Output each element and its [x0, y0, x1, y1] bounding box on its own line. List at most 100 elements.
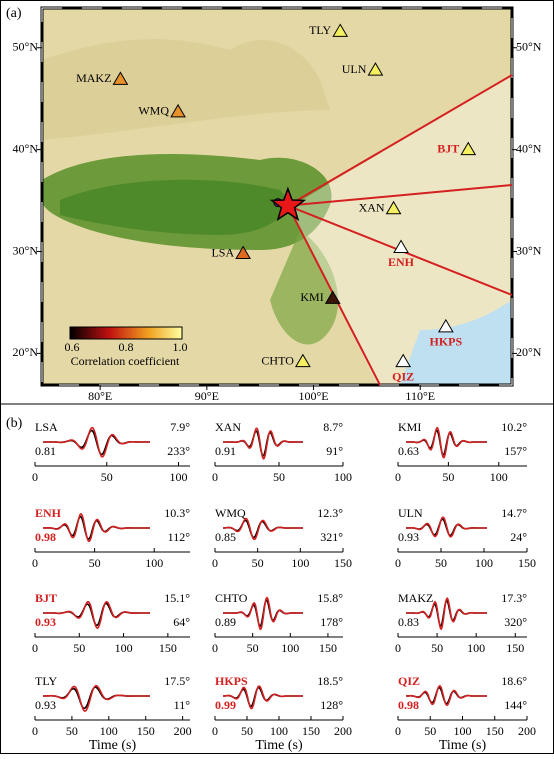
x-tick-label: 100 [334, 470, 352, 484]
colorbar-tick: 0.6 [65, 340, 80, 354]
station-label: HKPS [430, 335, 463, 349]
station-name: XAN [215, 420, 241, 434]
synthetic-waveform [406, 516, 487, 538]
x-tick-label: 200 [174, 724, 192, 738]
station [170, 103, 186, 118]
azimuth: 11° [174, 698, 191, 712]
station-label: MAKZ [76, 71, 111, 85]
colorbar-tick: 0.8 [119, 340, 134, 354]
station-name: HKPS [215, 674, 248, 688]
x-tick-label: 0 [212, 724, 218, 738]
x-tick-label: 0 [395, 724, 401, 738]
station-name: LSA [35, 420, 58, 434]
lat-tick-label: 50°N [516, 39, 542, 53]
distance: 15.8° [317, 591, 343, 605]
observed-waveform [43, 602, 150, 627]
correlation: 0.98 [398, 698, 419, 712]
x-tick-label: 150 [486, 724, 504, 738]
station-label: LSA [211, 245, 234, 259]
synthetic-waveform [43, 426, 150, 458]
x-tick-label: 50 [241, 724, 253, 738]
station [460, 141, 477, 156]
x-tick-label: 150 [302, 724, 320, 738]
x-tick-label: 50 [73, 641, 85, 655]
x-tick-label: 150 [159, 641, 177, 655]
correlation: 0.63 [398, 444, 419, 458]
x-tick-label: 50 [247, 641, 259, 655]
station-name: ENH [35, 506, 62, 520]
station-label: QIZ [392, 369, 414, 383]
distance: 8.7° [323, 420, 343, 434]
x-tick-label: 0 [395, 556, 401, 570]
station [332, 23, 349, 37]
x-tick-label: 200 [334, 724, 352, 738]
x-tick-label: 0 [395, 470, 401, 484]
distance: 17.3° [501, 591, 527, 605]
azimuth: 178° [320, 615, 343, 629]
x-tick-label: 50 [89, 556, 101, 570]
epicenter [269, 186, 307, 222]
station [395, 353, 412, 368]
lat-tick-label: 20°N [13, 345, 39, 359]
station-label: XAN [359, 200, 385, 214]
station-name: TLY [35, 674, 57, 688]
distance: 10.3° [164, 506, 190, 520]
station-name: BJT [35, 591, 57, 605]
distance: 15.1° [164, 591, 190, 605]
x-tick-label: 150 [334, 556, 352, 570]
x-tick-label: 100 [454, 724, 472, 738]
station-label: ULN [342, 62, 367, 76]
x-tick-label: 50 [273, 470, 285, 484]
station-label: TLY [309, 23, 331, 37]
azimuth: 112° [168, 530, 191, 544]
x-tick-label: 50 [442, 470, 454, 484]
correlation: 0.83 [398, 615, 419, 629]
x-tick-label: 0 [212, 470, 218, 484]
azimuth: 144° [504, 698, 527, 712]
synthetic-waveform [406, 426, 487, 459]
map-frame-checks [41, 7, 513, 386]
lat-tick-label: 40°N [516, 141, 542, 155]
azimuth: 320° [504, 615, 527, 629]
x-axis-label: Time (s) [439, 738, 487, 753]
station-name: WMQ [215, 506, 246, 520]
x-tick-label: 50 [424, 724, 436, 738]
x-tick-label: 0 [212, 556, 218, 570]
distance: 17.5° [164, 674, 190, 688]
correlation: 0.85 [215, 530, 236, 544]
station [385, 200, 402, 215]
lon-tick-label: 80°E [88, 389, 112, 403]
station [437, 318, 454, 333]
x-axis-label: Time (s) [255, 738, 303, 753]
correlation: 0.93 [35, 615, 56, 629]
distance: 18.5° [317, 674, 343, 688]
x-axis-label: Time (s) [89, 738, 137, 753]
x-tick-label: 100 [270, 724, 288, 738]
synthetic-waveform [43, 513, 150, 543]
azimuth: 91° [326, 444, 343, 458]
x-tick-label: 0 [32, 641, 38, 655]
azimuth: 64° [173, 615, 190, 629]
ray-path [287, 184, 513, 207]
correlation: 0.99 [215, 698, 236, 712]
synthetic-waveform [43, 600, 150, 630]
station-label: ENH [388, 255, 415, 269]
station [295, 353, 311, 368]
station-name: QIZ [398, 674, 420, 688]
x-tick-label: 50 [66, 724, 78, 738]
x-tick-label: 100 [475, 556, 493, 570]
correlation: 0.98 [35, 530, 56, 544]
station-label: KMI [300, 290, 323, 304]
x-tick-label: 150 [506, 641, 524, 655]
synthetic-waveform [223, 596, 303, 631]
azimuth: 157° [504, 444, 527, 458]
synthetic-waveform [223, 517, 303, 541]
x-tick-label: 50 [101, 470, 113, 484]
distance: 14.7° [501, 506, 527, 520]
station-label: CHTO [261, 353, 294, 367]
x-tick-label: 100 [467, 641, 485, 655]
correlation: 0.89 [215, 615, 236, 629]
station-name: KMI [398, 420, 421, 434]
lon-tick-label: 100°E [298, 389, 328, 403]
